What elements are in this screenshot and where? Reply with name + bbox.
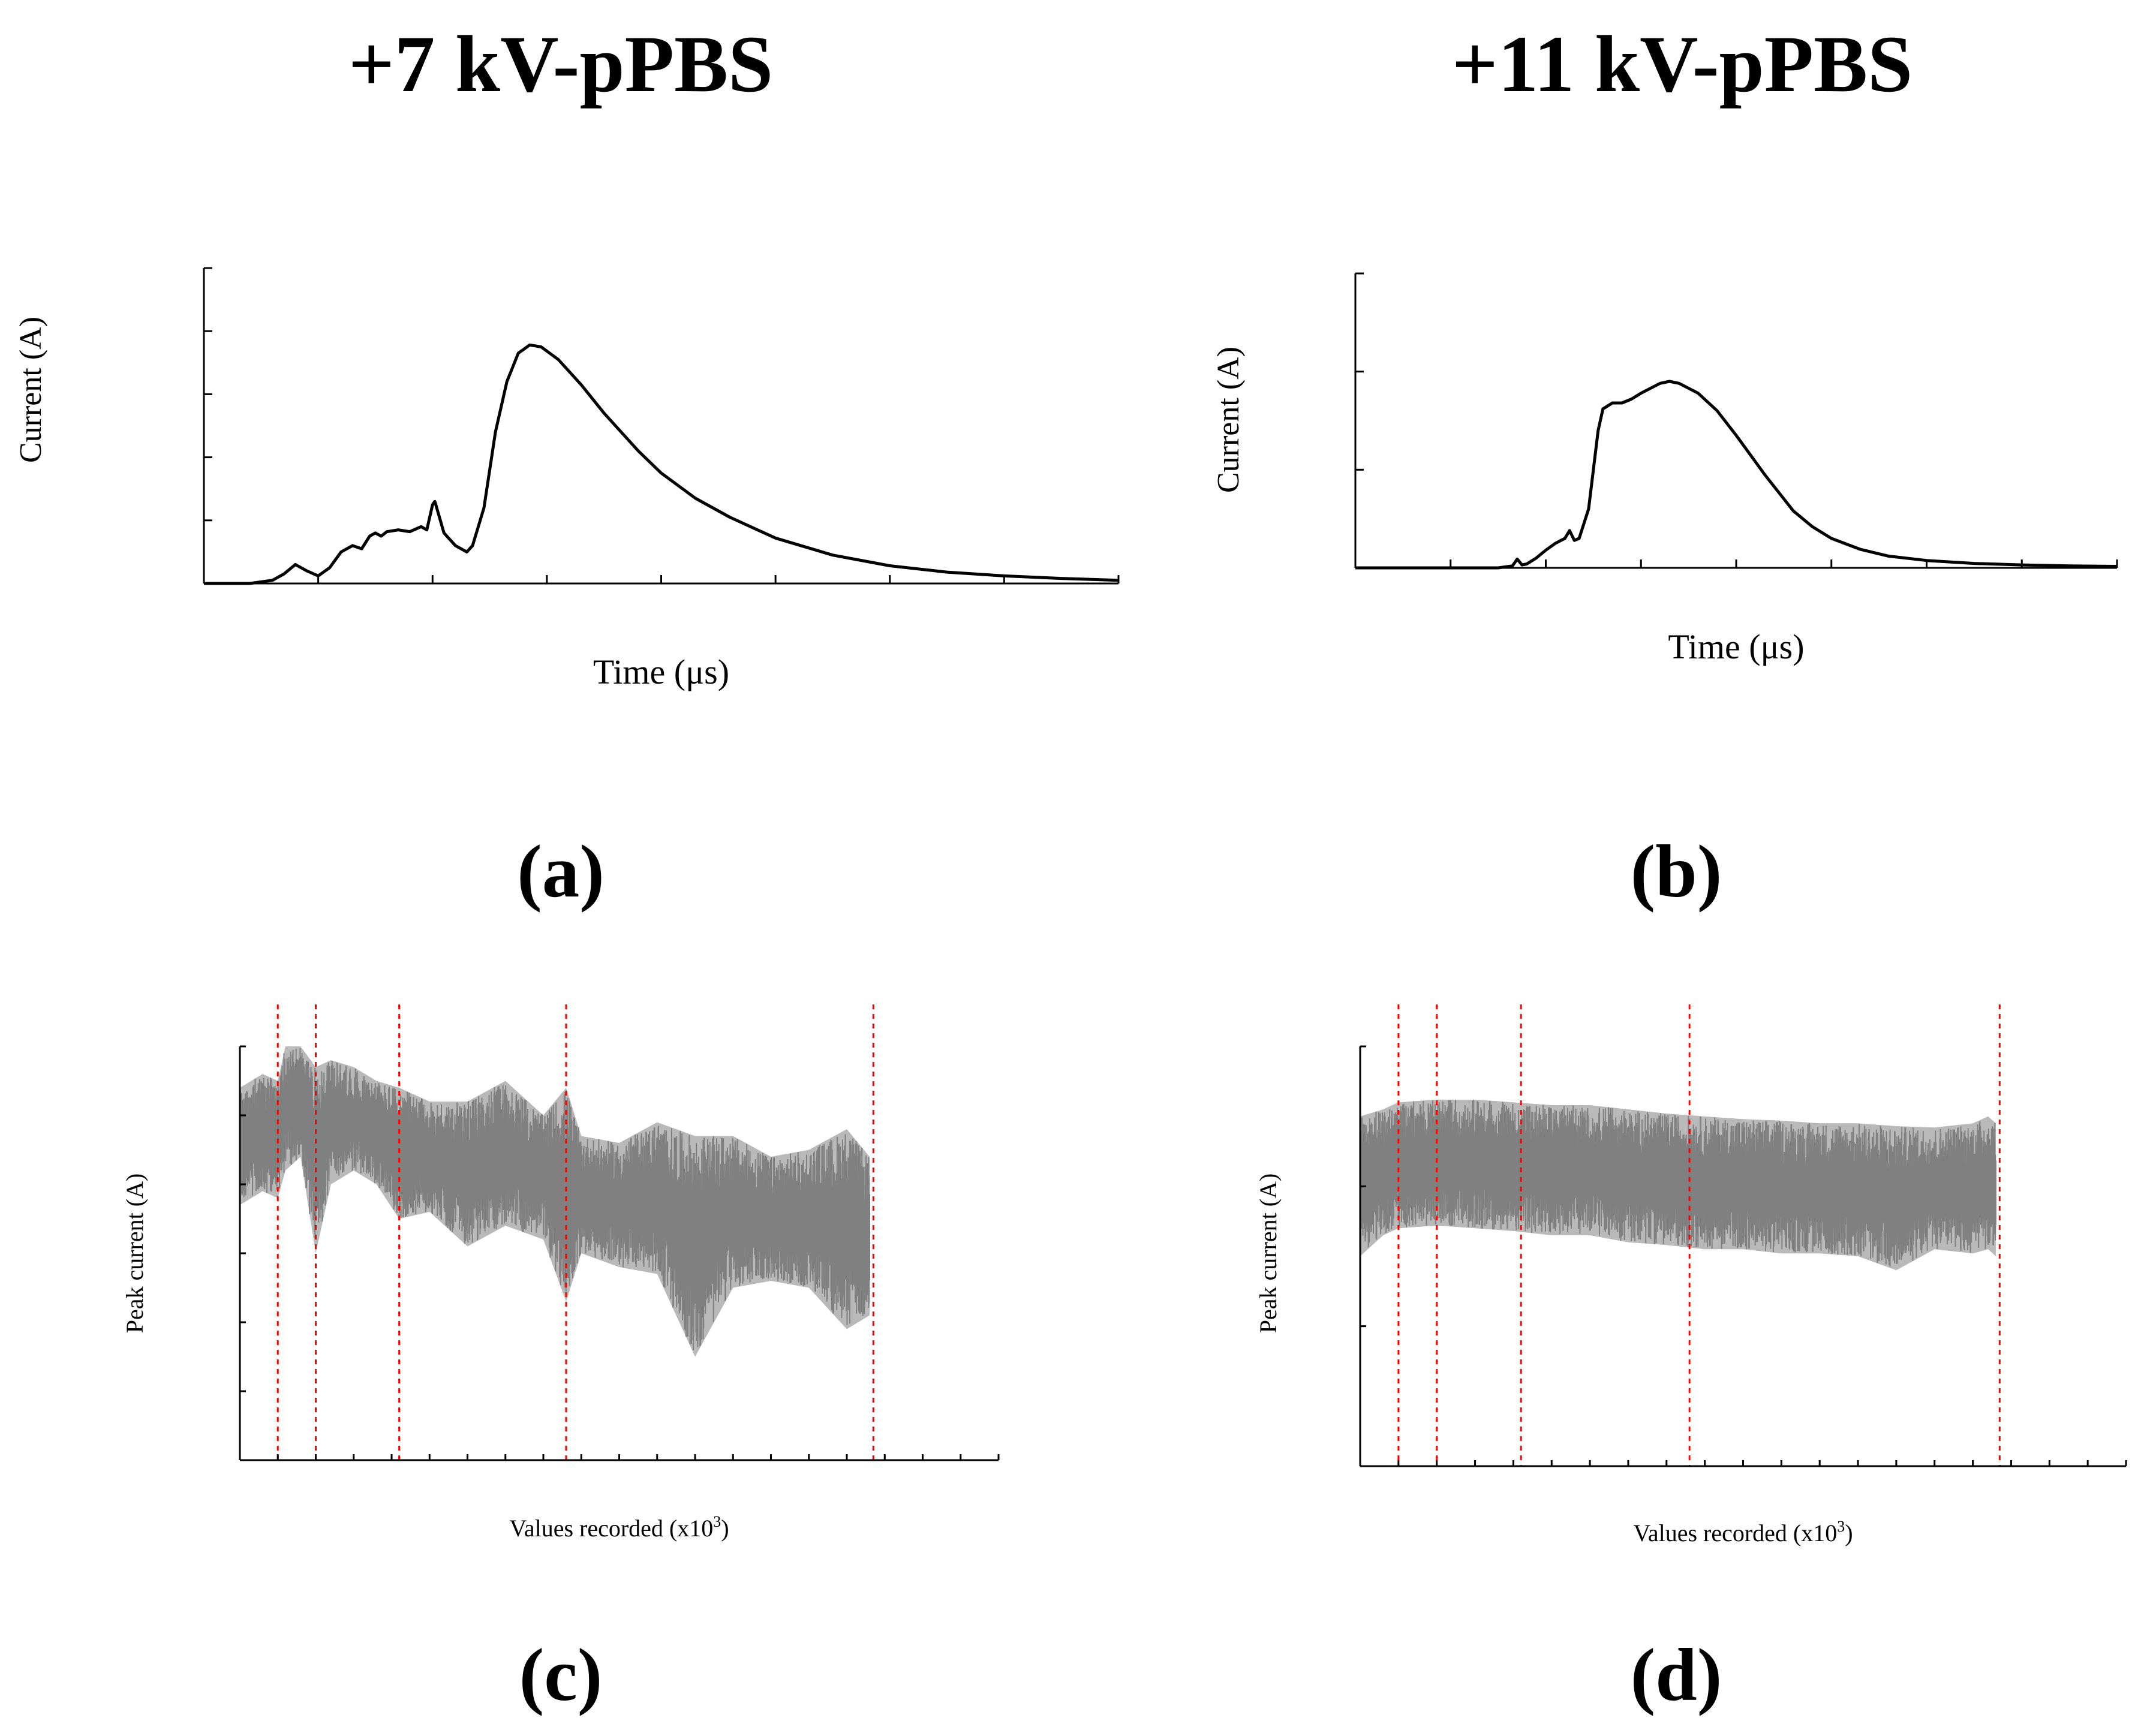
x-axis-title: Values recorded (x103) [509, 1513, 729, 1542]
series-line-peak-current [239, 1048, 870, 1350]
y-axis-title: Peak current (A) [121, 1174, 148, 1334]
column-title-right: +11 kV-pPBS [1452, 20, 1913, 109]
x-axis-title: Time (μs) [593, 652, 729, 691]
x-axis-title: Time (μs) [1668, 627, 1804, 666]
series-line-peak-current [1360, 1099, 1996, 1267]
x-axis-title: Values recorded (x103) [1633, 1518, 1853, 1547]
chart-a: Time (μs) Current (A) [14, 267, 1120, 691]
x-axis-title-end: ) [721, 1515, 729, 1542]
x-axis-title-superscript: 3 [713, 1513, 721, 1530]
panel-label-d: (d) [1631, 1634, 1722, 1717]
series-line-current [1355, 380, 2118, 570]
y-axis-title: Current (A) [14, 317, 48, 463]
x-axis-title-text: Values recorded (x10 [509, 1515, 713, 1542]
panel-label-a: (a) [517, 831, 605, 913]
x-axis-title-superscript: 3 [1837, 1518, 1845, 1535]
series-line-current [204, 343, 1119, 585]
panel-label-b: (b) [1631, 831, 1722, 913]
y-axis-title: Peak current (A) [1255, 1174, 1282, 1334]
chart-d: Values recorded (x103) Peak current (A) [1255, 1004, 2127, 1547]
panel-label-c: (c) [519, 1634, 603, 1717]
y-axis-title: Current (A) [1211, 347, 1246, 493]
chart-b: Time (μs) Current (A) [1211, 272, 2118, 666]
x-axis-title-end: ) [1845, 1520, 1853, 1547]
x-axis-title-text: Values recorded (x10 [1633, 1520, 1837, 1547]
chart-c: Values recorded (x103) Peak current (A) [121, 1004, 1000, 1542]
column-title-left: +7 kV-pPBS [348, 20, 773, 109]
